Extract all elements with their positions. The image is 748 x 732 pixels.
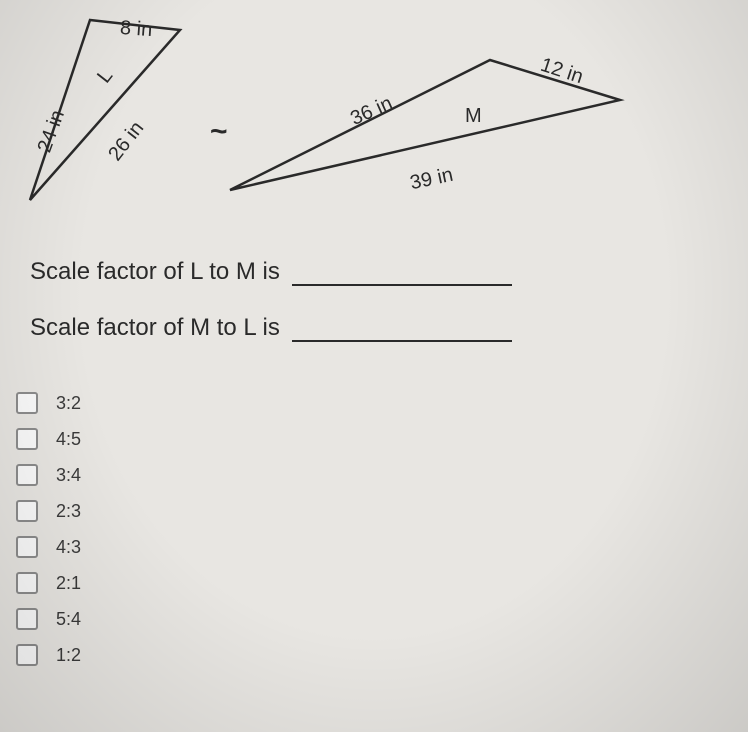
checkbox[interactable] bbox=[16, 428, 38, 450]
option-row[interactable]: 3:4 bbox=[16, 464, 748, 486]
option-label: 1:2 bbox=[56, 645, 81, 666]
question-l-to-m: Scale factor of L to M is bbox=[30, 258, 718, 286]
option-label: 2:3 bbox=[56, 501, 81, 522]
checkbox[interactable] bbox=[16, 464, 38, 486]
checkbox[interactable] bbox=[16, 536, 38, 558]
option-label: 4:3 bbox=[56, 537, 81, 558]
option-row[interactable]: 4:5 bbox=[16, 428, 748, 450]
checkbox[interactable] bbox=[16, 608, 38, 630]
checkbox[interactable] bbox=[16, 500, 38, 522]
similar-symbol: ~ bbox=[210, 115, 228, 149]
checkbox[interactable] bbox=[16, 572, 38, 594]
question-m-to-l: Scale factor of M to L is bbox=[30, 314, 718, 342]
questions-block: Scale factor of L to M is Scale factor o… bbox=[0, 220, 748, 342]
option-row[interactable]: 4:3 bbox=[16, 536, 748, 558]
question-1-text: Scale factor of L to M is bbox=[30, 258, 280, 286]
option-row[interactable]: 2:1 bbox=[16, 572, 748, 594]
option-label: 5:4 bbox=[56, 609, 81, 630]
blank-2[interactable] bbox=[292, 318, 512, 342]
checkbox[interactable] bbox=[16, 644, 38, 666]
similar-triangles-diagram: 8 in 24 in 26 in L ~ 36 in 12 in 39 in M bbox=[0, 0, 748, 220]
option-row[interactable]: 3:2 bbox=[16, 392, 748, 414]
option-row[interactable]: 2:3 bbox=[16, 500, 748, 522]
checkbox[interactable] bbox=[16, 392, 38, 414]
option-label: 3:2 bbox=[56, 393, 81, 414]
question-2-text: Scale factor of M to L is bbox=[30, 314, 280, 342]
option-row[interactable]: 5:4 bbox=[16, 608, 748, 630]
side-label-l-top: 8 in bbox=[119, 17, 153, 42]
triangle-m-label: M bbox=[465, 105, 482, 128]
option-label: 4:5 bbox=[56, 429, 81, 450]
option-label: 2:1 bbox=[56, 573, 81, 594]
blank-1[interactable] bbox=[292, 262, 512, 286]
answer-options: 3:2 4:5 3:4 2:3 4:3 2:1 5:4 1:2 bbox=[0, 370, 748, 666]
option-row[interactable]: 1:2 bbox=[16, 644, 748, 666]
option-label: 3:4 bbox=[56, 465, 81, 486]
